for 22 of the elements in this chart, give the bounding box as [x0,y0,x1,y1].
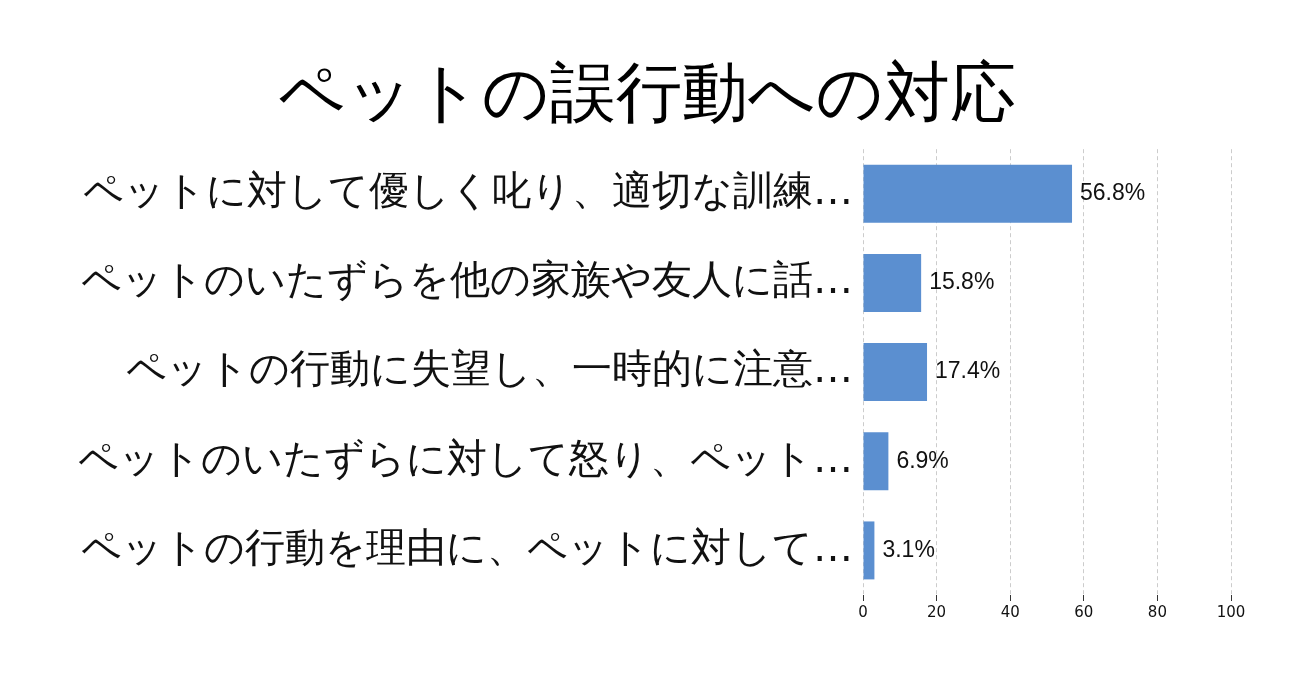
bar [863,343,928,402]
bar [863,521,875,580]
x-tick-label: 100 [1216,602,1246,621]
y-tick-label: ペットの行動に失望し、一時的に注意… [126,345,853,392]
bar [863,432,889,491]
y-tick-label: ペットに対して優しく叱り、適切な訓練… [83,167,853,214]
x-tick-label: 20 [927,602,947,621]
y-tick-label: ペットのいたずらに対して怒り、ペット… [78,434,853,481]
bar [863,164,1073,223]
data-label: 15.8% [929,268,995,295]
x-tick-label: 60 [1074,602,1094,621]
chart-title: ペットの誤行動への対応 [278,53,1016,131]
x-tick-label: 80 [1147,602,1167,621]
x-tick-label: 40 [1000,602,1020,621]
y-tick-label: ペットのいたずらを他の家族や友人に話… [81,256,853,303]
x-tick-label: 0 [858,602,868,621]
data-label: 17.4% [935,357,1001,384]
data-label: 6.9% [896,446,949,473]
data-label: 56.8% [1080,179,1146,206]
bar [863,253,922,312]
y-tick-label: ペットの行動を理由に、ペットに対して… [81,523,853,570]
data-label: 3.1% [882,535,935,562]
